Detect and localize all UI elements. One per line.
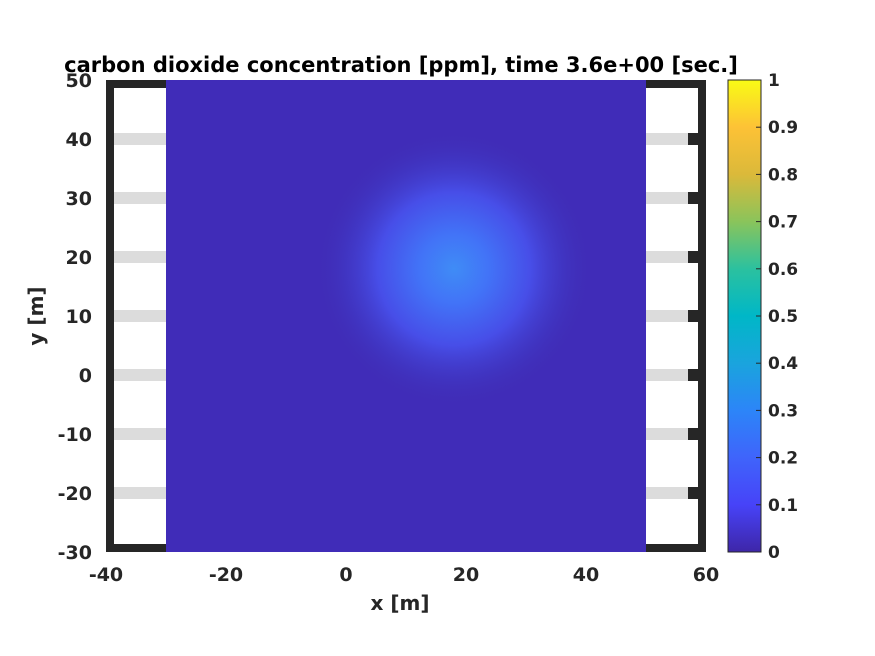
wall-notch [106, 428, 114, 440]
wall-notch [688, 251, 698, 263]
chart-title: carbon dioxide concentration [ppm], time… [64, 53, 738, 77]
x-tick-label: 60 [693, 564, 719, 586]
colorbar-tick-label: 0.8 [768, 165, 798, 185]
y-axis-label: y [m] [24, 286, 48, 345]
wall-notch [688, 428, 698, 440]
colorbar-tick-label: 0.7 [768, 213, 798, 233]
colorbar-tick-label: 0.5 [768, 307, 798, 327]
wall-notch [106, 192, 114, 204]
colorbar-ticks: 1 0.9 0.8 0.7 0.6 0.5 0.4 0.3 0.2 0.1 0 [756, 71, 798, 563]
plot-area: -40 -20 0 20 40 60 50 40 30 20 10 0 -10 -20 -30 [58, 70, 720, 586]
colorbar-tick-label: 0.3 [768, 401, 798, 421]
wall-notch [106, 310, 114, 322]
wall-notch [106, 369, 114, 381]
wall-notch [688, 192, 698, 204]
colorbar-tick-label: 0.1 [768, 496, 798, 516]
y-tick-label: -10 [58, 424, 92, 446]
colorbar-gradient [728, 80, 761, 552]
x-tick-label: -20 [209, 564, 243, 586]
colorbar-tick-label: 0.2 [768, 449, 798, 469]
concentration-plume [314, 129, 594, 409]
y-tick-label: 30 [66, 188, 92, 210]
x-tick-label: 40 [573, 564, 599, 586]
x-tick-label: 0 [339, 564, 352, 586]
wall-notch [688, 133, 698, 145]
colorbar: 1 0.9 0.8 0.7 0.6 0.5 0.4 0.3 0.2 0.1 0 [727, 71, 798, 563]
wall-notch [688, 487, 698, 499]
colorbar-tick-label: 0.4 [768, 354, 798, 374]
y-tick-label: -20 [58, 483, 92, 505]
y-tick-label: 40 [66, 129, 92, 151]
y-tick-label: 10 [66, 306, 92, 328]
y-ticks: 50 40 30 20 10 0 -10 -20 -30 [58, 70, 92, 564]
x-tick-label: 20 [453, 564, 479, 586]
colorbar-tick-label: 1 [768, 71, 780, 91]
colorbar-tick-label: 0.6 [768, 260, 798, 280]
y-tick-label: 20 [66, 247, 92, 269]
x-axis-label: x [m] [371, 591, 430, 615]
y-tick-label: 0 [79, 365, 92, 387]
wall-notch [106, 133, 114, 145]
wall-notch [688, 310, 698, 322]
x-tick-label: -40 [89, 564, 123, 586]
colorbar-tick-label: 0 [768, 543, 780, 563]
wall-notch [688, 369, 698, 381]
colorbar-tick-label: 0.9 [768, 118, 798, 138]
wall-notch [106, 251, 114, 263]
wall-notch [106, 487, 114, 499]
x-ticks: -40 -20 0 20 40 60 [89, 564, 719, 586]
y-tick-label: -30 [58, 542, 92, 564]
y-tick-label: 50 [66, 70, 92, 92]
